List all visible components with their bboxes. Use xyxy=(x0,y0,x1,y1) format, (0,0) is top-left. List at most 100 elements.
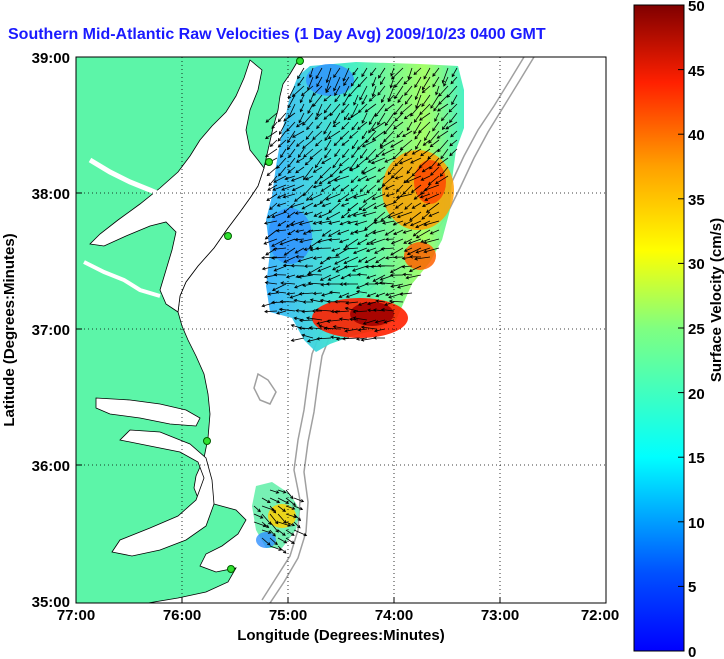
velocity-arrow xyxy=(271,121,278,130)
velocity-arrow xyxy=(344,193,359,201)
velocity-arrow xyxy=(327,130,341,140)
velocity-arrow xyxy=(316,121,323,130)
velocity-arrow xyxy=(304,157,314,166)
velocity-arrow xyxy=(352,316,368,321)
velocity-arrow xyxy=(271,238,287,247)
velocity-arrow xyxy=(321,157,332,164)
velocity-arrow xyxy=(342,67,350,82)
velocity-arrow xyxy=(393,229,404,235)
velocity-arrow xyxy=(381,148,395,156)
velocity-arrow xyxy=(284,175,296,181)
velocity-arrow xyxy=(298,291,314,296)
velocity-arrow xyxy=(313,211,323,217)
velocity-arrow xyxy=(403,148,413,157)
velocity-arrow xyxy=(290,175,305,182)
velocity-arrow xyxy=(342,247,359,251)
velocity-arrow xyxy=(295,121,305,128)
velocity-arrow xyxy=(341,103,350,114)
velocity-arrow xyxy=(261,529,272,534)
velocity-arrow xyxy=(366,292,377,298)
velocity-arrow xyxy=(332,265,341,271)
velocity-arrow xyxy=(357,103,368,114)
velocity-arrow xyxy=(358,202,368,211)
velocity-arrow xyxy=(301,309,314,314)
velocity-arrow xyxy=(312,184,323,189)
velocity-arrow xyxy=(261,521,270,529)
velocity-arrow xyxy=(335,247,350,257)
velocity-arrow xyxy=(269,505,277,514)
velocity-arrow xyxy=(291,184,305,192)
velocity-arrow xyxy=(285,521,296,527)
velocity-arrow xyxy=(341,121,350,130)
velocity-arrow xyxy=(414,85,422,101)
velocity-arrow xyxy=(303,211,314,216)
colorbar-tick-label: 15 xyxy=(688,450,705,467)
velocity-arrow xyxy=(440,148,449,160)
velocity-arrow xyxy=(415,139,422,150)
velocity-arrow xyxy=(380,308,395,312)
radar-station xyxy=(224,232,232,240)
velocity-arrow xyxy=(301,202,314,210)
velocity-arrow xyxy=(306,272,323,277)
velocity-arrow xyxy=(324,130,332,142)
velocity-arrow xyxy=(406,166,413,175)
velocity-arrow xyxy=(394,76,404,88)
velocity-arrow xyxy=(373,220,386,225)
velocity-arrow xyxy=(269,489,280,494)
velocity-arrow xyxy=(277,529,286,536)
velocity-arrow xyxy=(451,67,458,78)
velocity-arrow xyxy=(307,229,323,234)
velocity-arrow xyxy=(334,299,350,304)
velocity-arrow xyxy=(325,67,332,84)
velocity-arrow xyxy=(283,256,296,263)
velocity-arrow xyxy=(390,283,404,288)
velocity-arrow xyxy=(374,103,386,118)
velocity-arrow xyxy=(402,272,413,277)
velocity-arrow xyxy=(403,76,413,85)
velocity-arrow xyxy=(294,237,305,242)
velocity-arrow xyxy=(396,283,413,289)
colorbar-tick-label: 45 xyxy=(688,63,705,80)
velocity-arrow xyxy=(333,67,341,78)
velocity-arrow xyxy=(350,76,359,87)
velocity-arrow xyxy=(347,202,359,212)
velocity-arrow xyxy=(266,211,278,219)
velocity-arrow xyxy=(340,184,350,192)
velocity-arrow xyxy=(405,175,422,183)
velocity-arrow xyxy=(403,247,413,252)
velocity-arrow xyxy=(429,139,440,148)
velocity-arrow xyxy=(343,85,350,97)
velocity-arrow xyxy=(319,193,332,204)
velocity-arrow xyxy=(422,139,431,146)
velocity-arrow xyxy=(339,220,350,226)
velocity-arrow xyxy=(352,309,368,314)
velocity-arrow xyxy=(414,130,422,140)
velocity-arrow xyxy=(383,121,395,135)
velocity-arrow xyxy=(338,317,350,321)
velocity-arrow xyxy=(261,255,278,260)
x-tick-label: 73:00 xyxy=(481,607,519,624)
velocity-arrow xyxy=(360,337,377,342)
velocity-arrow xyxy=(343,112,350,121)
velocity-arrow xyxy=(277,505,286,513)
velocity-arrow xyxy=(338,166,350,174)
velocity-arrow xyxy=(277,537,288,544)
velocity-arrow xyxy=(389,265,404,273)
velocity-arrow xyxy=(269,139,278,147)
velocity-arrow xyxy=(375,292,386,298)
x-tick-labels: 77:00 76:00 75:00 74:00 73:00 72:00 xyxy=(57,607,619,624)
velocity-arrow xyxy=(428,211,440,217)
velocity-arrow xyxy=(271,211,287,219)
velocity-arrow xyxy=(273,272,287,277)
velocity-arrow xyxy=(347,112,359,121)
velocity-arrow xyxy=(289,202,305,209)
velocity-arrow xyxy=(421,202,431,207)
velocity-arrow xyxy=(291,130,305,138)
velocity-arrow xyxy=(368,121,377,134)
velocity-arrow xyxy=(439,166,449,177)
velocity-arrow xyxy=(302,139,314,149)
velocity-arrow xyxy=(348,85,359,98)
velocity-arrow xyxy=(359,85,368,101)
velocity-arrow xyxy=(267,292,278,296)
velocity-arrow xyxy=(351,121,359,131)
